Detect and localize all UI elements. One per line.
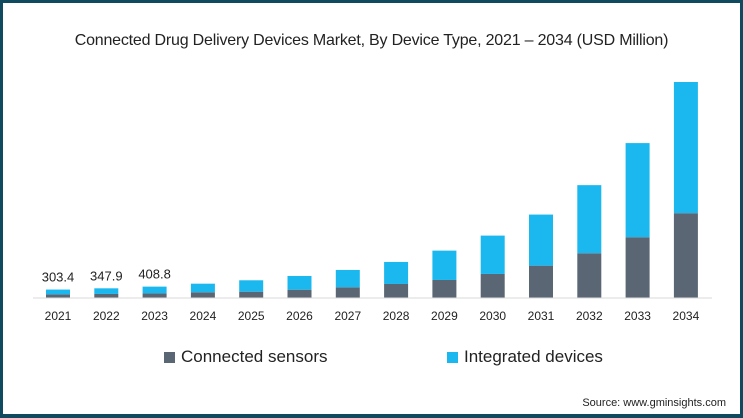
bar-integrated-devices-2033	[625, 143, 650, 238]
x-tick-label: 2034	[673, 309, 700, 323]
bar-connected-sensors-2021	[46, 294, 70, 298]
x-tick-label: 2022	[93, 309, 120, 323]
bar-connected-sensors-2027	[335, 287, 360, 298]
bar-integrated-devices-2024	[190, 283, 215, 293]
bar-integrated-devices-2021	[46, 289, 70, 295]
bar-connected-sensors-2033	[625, 237, 650, 298]
x-tick-label: 2031	[528, 309, 555, 323]
legend-label-integrated-devices: Integrated devices	[464, 347, 603, 366]
bars-group	[46, 82, 698, 298]
bar-connected-sensors-2034	[673, 213, 698, 298]
source-note: Source: www.gminsights.com	[582, 397, 726, 409]
bar-connected-sensors-2031	[529, 265, 553, 298]
bar-connected-sensors-2025	[239, 291, 264, 298]
bar-connected-sensors-2029	[432, 279, 457, 298]
legend-item-integrated-devices[interactable]: Integrated devices	[447, 347, 603, 367]
bar-integrated-devices-2025	[239, 280, 264, 292]
bar-integrated-devices-2034	[673, 82, 698, 214]
bar-connected-sensors-2030	[480, 273, 505, 298]
bar-integrated-devices-2027	[335, 269, 360, 288]
bar-integrated-devices-2032	[577, 185, 602, 254]
x-tick-label: 2032	[576, 309, 603, 323]
x-tick-label: 2027	[334, 309, 361, 323]
bar-integrated-devices-2023	[142, 286, 167, 294]
bar-integrated-devices-2028	[384, 261, 409, 284]
bar-integrated-devices-2031	[529, 214, 553, 266]
bar-integrated-devices-2030	[480, 235, 505, 274]
x-tick-label: 2033	[624, 309, 651, 323]
data-label-2023: 408.8	[138, 267, 171, 282]
bar-connected-sensors-2026	[287, 289, 312, 298]
legend-item-connected-sensors[interactable]: Connected sensors	[164, 347, 327, 367]
x-tick-label: 2024	[190, 309, 217, 323]
x-tick-label: 2028	[383, 309, 410, 323]
x-tick-label: 2023	[141, 309, 168, 323]
legend-swatch-connected-sensors	[164, 351, 175, 363]
bar-integrated-devices-2029	[432, 250, 457, 280]
x-tick-label: 2029	[431, 309, 458, 323]
bar-integrated-devices-2026	[287, 275, 312, 290]
bar-connected-sensors-2032	[577, 253, 602, 298]
x-tick-labels: 2021 2022 2023 2024 2025 2026 2027 2028 2029 2030…	[45, 309, 700, 323]
data-label-2021: 303.4	[42, 270, 75, 285]
x-tick-label: 2030	[479, 309, 506, 323]
chart-title: Connected Drug Delivery Devices Market, …	[74, 32, 669, 49]
x-tick-label: 2026	[286, 309, 313, 323]
bar-connected-sensors-2028	[384, 283, 409, 298]
bar-connected-sensors-2024	[190, 292, 215, 298]
x-tick-label: 2021	[45, 309, 72, 323]
data-label-2022: 347.9	[90, 268, 123, 283]
bar-connected-sensors-2023	[142, 293, 167, 298]
legend-swatch-integrated-devices	[447, 351, 458, 363]
legend-label-connected-sensors: Connected sensors	[181, 347, 328, 366]
bar-connected-sensors-2022	[94, 293, 119, 298]
x-tick-label: 2025	[238, 309, 265, 323]
data-labels: 303.4 347.9 408.8	[42, 267, 171, 285]
bar-integrated-devices-2022	[94, 288, 119, 294]
